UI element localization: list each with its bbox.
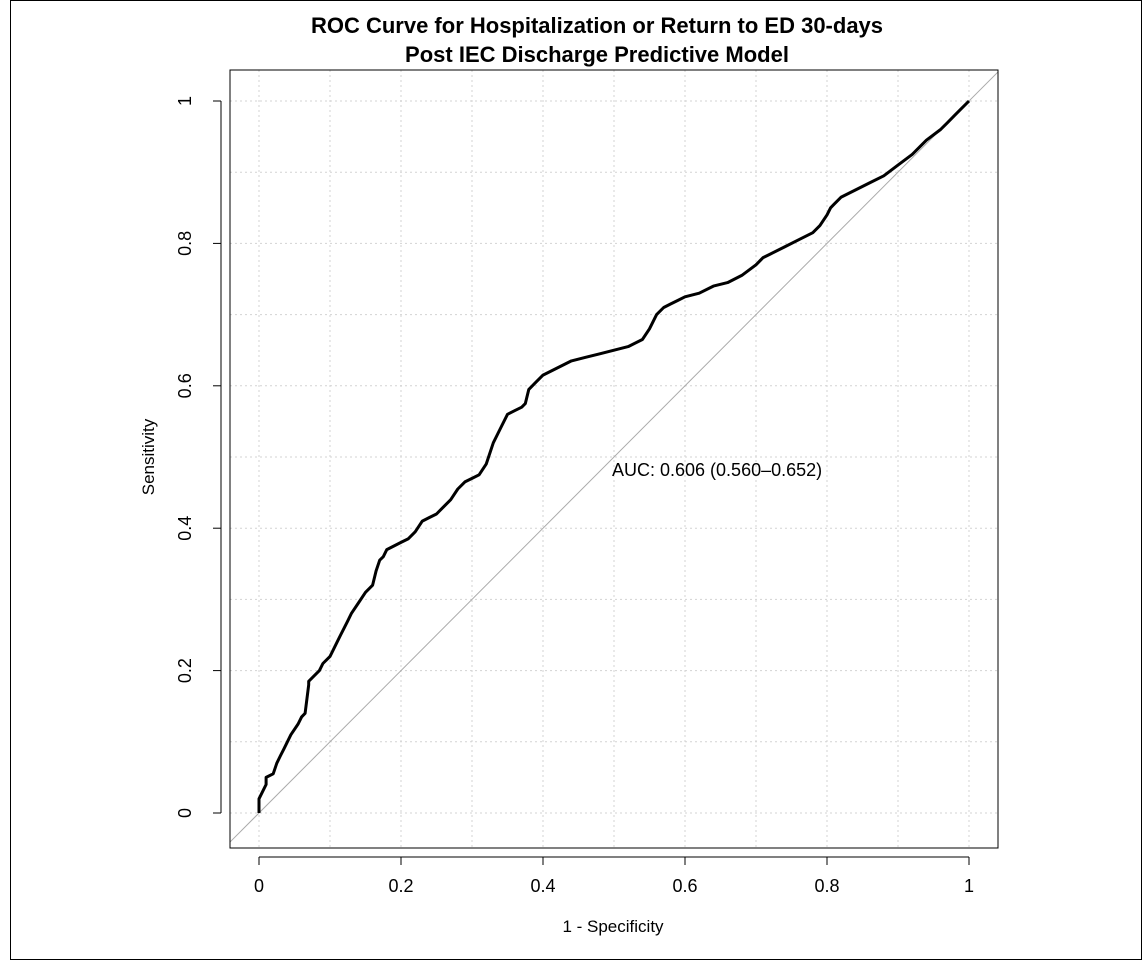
- roc-curve-line: [257, 99, 971, 813]
- y-tick-label: 0.6: [175, 373, 195, 398]
- x-tick-label: 0.8: [814, 876, 839, 896]
- plot-box: [229, 69, 999, 849]
- y-tick-label: 0.4: [175, 516, 195, 541]
- x-tick-label: 0.2: [388, 876, 413, 896]
- y-axis-label: Sensitivity: [139, 418, 158, 495]
- chart-title-line-2: Post IEC Discharge Predictive Model: [405, 42, 789, 67]
- y-tick-label: 0.2: [175, 658, 195, 683]
- auc-annotation: AUC: 0.606 (0.560–0.652): [612, 460, 822, 480]
- y-axis: 0 0.2 0.4 0.6 0.8 1: [175, 96, 222, 818]
- x-tick-label: 1: [964, 876, 974, 896]
- reference-diagonal-line: [229, 71, 999, 843]
- x-tick-label: 0: [254, 876, 264, 896]
- figure-frame: [10, 0, 1142, 960]
- y-tick-label: 1: [175, 96, 195, 106]
- x-axis: 0 0.2 0.4 0.6 0.8 1: [254, 856, 974, 896]
- y-tick-label: 0.8: [175, 231, 195, 256]
- chart-title-line-1: ROC Curve for Hospitalization or Return …: [311, 13, 883, 38]
- x-tick-label: 0.6: [672, 876, 697, 896]
- x-axis-label: 1 - Specificity: [562, 917, 664, 936]
- y-tick-label: 0: [175, 808, 195, 818]
- grid: [230, 70, 998, 848]
- x-tick-label: 0.4: [530, 876, 555, 896]
